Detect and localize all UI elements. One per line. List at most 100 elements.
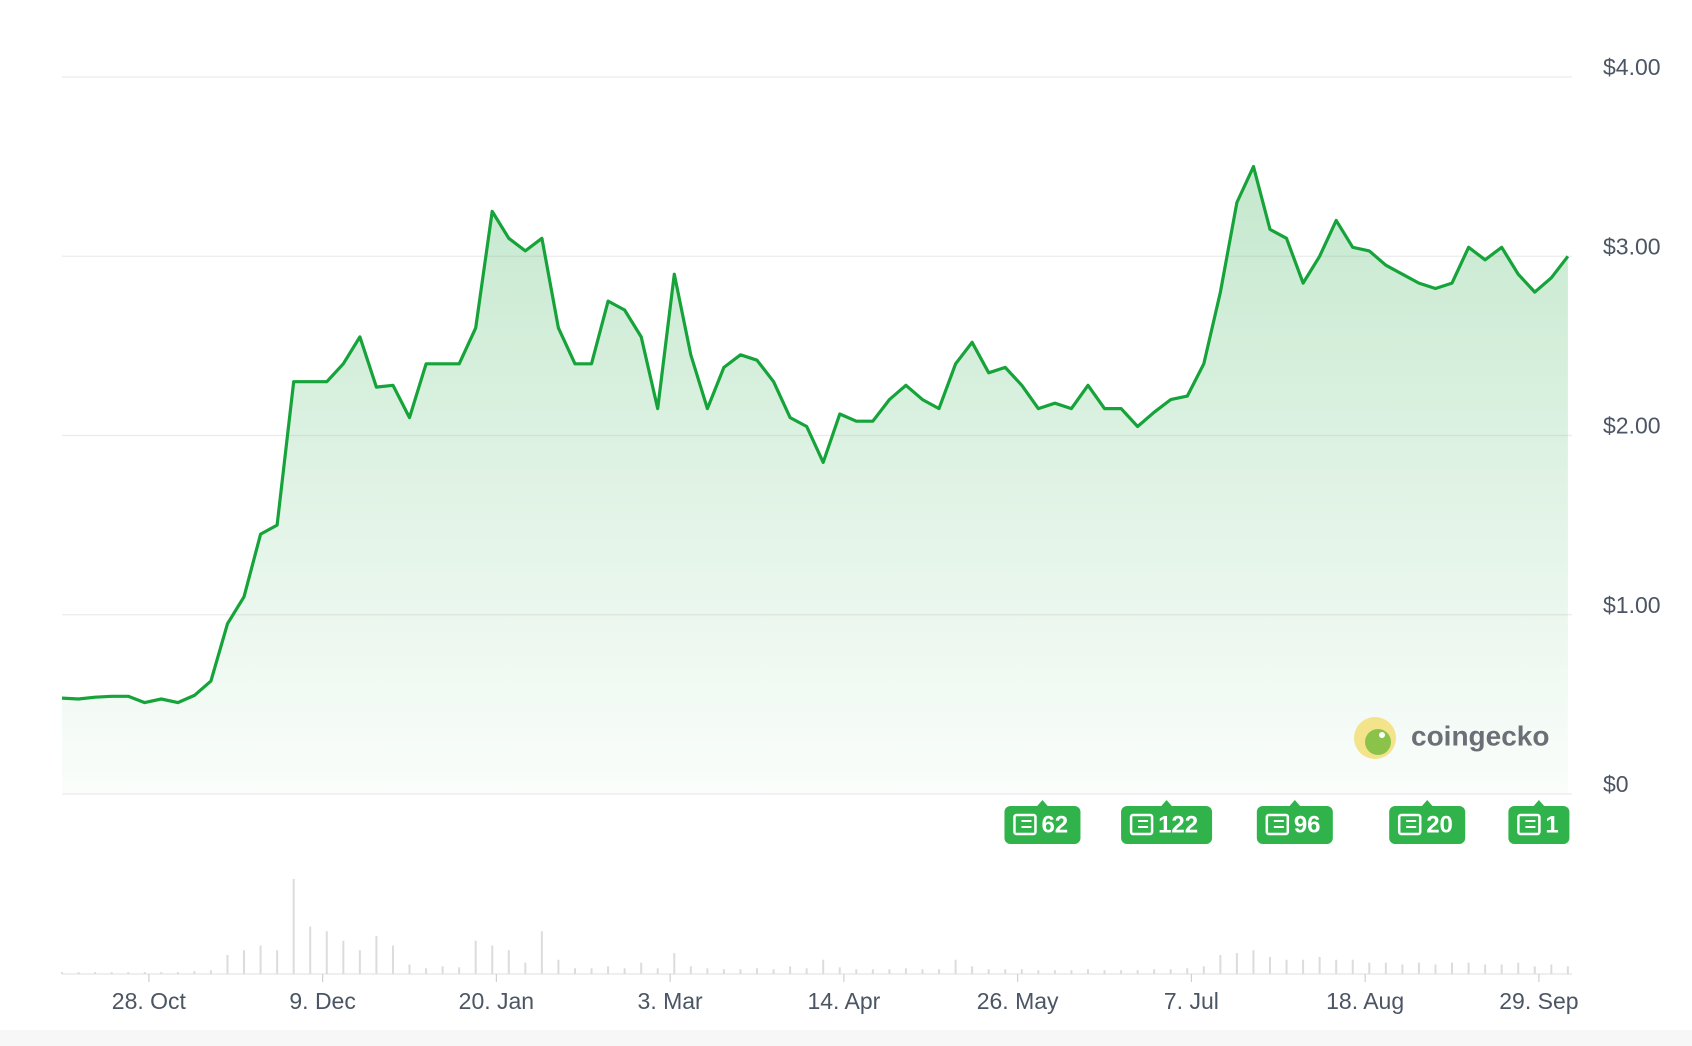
volume-bar <box>1252 950 1255 974</box>
news-count: 1 <box>1545 811 1558 838</box>
volume-bar <box>954 959 957 974</box>
volume-bar <box>1484 964 1487 974</box>
volume-bar <box>904 968 907 974</box>
volume-bar <box>805 968 808 974</box>
news-icon <box>1517 813 1541 836</box>
volume-bar <box>1401 964 1404 974</box>
volume-bar <box>1153 969 1156 974</box>
volume-bar <box>292 879 295 974</box>
volume-bar <box>540 931 543 974</box>
volume-bar <box>739 969 742 974</box>
volume-bar <box>1070 970 1073 974</box>
volume-bar <box>557 959 560 974</box>
volume-bar <box>110 972 113 974</box>
volume-bar <box>408 964 411 974</box>
news-count: 62 <box>1041 811 1068 838</box>
volume-bar <box>127 972 130 974</box>
price-line <box>61 165 1570 705</box>
volume-bar <box>673 953 676 974</box>
volume-bar <box>1384 962 1387 974</box>
volume-bar <box>573 968 576 974</box>
x-tick-label: 20. Jan <box>459 988 534 1014</box>
volume-bar <box>1550 964 1553 974</box>
volume-bar <box>1053 970 1056 974</box>
volume-bar <box>772 969 775 974</box>
volume-bar <box>1186 968 1189 974</box>
x-tick-label: 26. May <box>977 988 1059 1014</box>
news-badge[interactable]: 62 <box>1004 800 1081 844</box>
x-tick-label: 29. Sep <box>1499 988 1578 1014</box>
news-badge[interactable]: 122 <box>1121 800 1213 844</box>
volume-bar <box>491 945 494 974</box>
volume-bar <box>1219 955 1222 974</box>
y-tick-label: $3.00 <box>1603 233 1661 259</box>
volume-bar <box>1451 962 1454 974</box>
volume-bar <box>971 966 974 974</box>
news-icon <box>1265 813 1290 836</box>
volume-bar <box>1335 959 1338 974</box>
volume-bar <box>193 971 196 974</box>
news-count: 96 <box>1294 811 1321 838</box>
x-tick-label: 18. Aug <box>1326 988 1404 1014</box>
volume-bar <box>789 966 792 974</box>
news-badge[interactable]: 96 <box>1256 800 1333 844</box>
volume-bar <box>1020 969 1023 974</box>
volume-bar <box>623 968 626 974</box>
x-tick-label: 7. Jul <box>1164 988 1219 1014</box>
volume-bar <box>474 940 477 974</box>
volume-bar <box>855 969 858 974</box>
volume-bar <box>656 968 659 974</box>
footer-strip <box>0 1030 1692 1046</box>
news-count: 122 <box>1158 811 1198 838</box>
volume-bar <box>590 968 593 974</box>
volume-bar <box>756 968 759 974</box>
volume-bar <box>871 969 874 974</box>
x-tick-label: 3. Mar <box>638 988 704 1014</box>
volume-bar <box>176 972 179 974</box>
logo-eye <box>1379 732 1385 738</box>
news-badge[interactable]: 20 <box>1389 800 1466 844</box>
volume-bar <box>689 966 692 974</box>
volume-bar <box>458 967 461 974</box>
volume-bar <box>1136 970 1139 974</box>
logo <box>1365 729 1391 755</box>
watermark-text: coingecko <box>1411 720 1549 751</box>
volume-bar <box>938 969 941 974</box>
volume-bar <box>259 945 262 974</box>
x-tick-label: 14. Apr <box>807 988 880 1014</box>
volume-bar <box>61 972 63 974</box>
volume-bar <box>1037 970 1040 974</box>
y-tick-label: $4.00 <box>1603 54 1661 80</box>
volume-bar <box>391 945 394 974</box>
y-tick-label: $2.00 <box>1603 413 1661 439</box>
volume-bar <box>77 972 80 974</box>
x-tick-label: 9. Dec <box>289 988 355 1014</box>
volume-bar <box>342 940 345 974</box>
volume-bar <box>1120 970 1123 974</box>
volume-bar <box>1103 970 1106 974</box>
volume-bar <box>1235 953 1238 974</box>
volume-bar <box>1434 964 1437 974</box>
volume-bar <box>838 967 841 974</box>
volume-bar <box>1202 966 1205 974</box>
volume-bar <box>425 968 428 974</box>
volume-bar <box>358 950 361 974</box>
volume-bar <box>1318 956 1321 974</box>
volume-bar <box>1417 962 1420 974</box>
news-badge[interactable]: 1 <box>1508 800 1570 844</box>
news-icon <box>1129 813 1154 836</box>
news-count: 20 <box>1426 811 1453 838</box>
volume-bar <box>1004 969 1007 974</box>
volume-bar <box>1533 966 1536 974</box>
volume-bar <box>640 962 643 974</box>
volume-bar <box>1517 962 1520 974</box>
volume-bar <box>1285 959 1288 974</box>
news-icon <box>1013 813 1037 836</box>
x-tick-label: 28. Oct <box>112 988 187 1014</box>
volume-bar <box>1368 962 1371 974</box>
volume-bar <box>524 962 527 974</box>
volume-bar <box>921 969 924 974</box>
watermark: coingecko <box>1354 717 1549 759</box>
volume-bar <box>507 950 510 974</box>
volume-bar <box>441 966 444 974</box>
